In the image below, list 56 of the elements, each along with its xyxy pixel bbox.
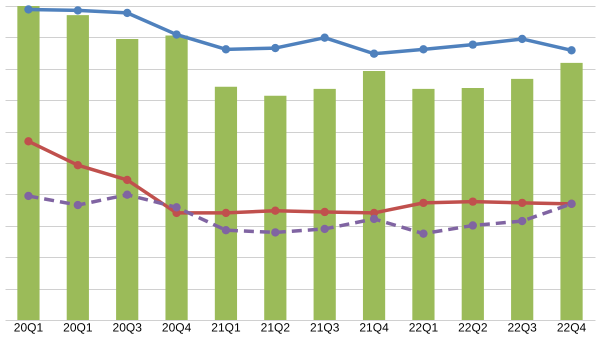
bar xyxy=(462,88,484,320)
bar xyxy=(165,36,188,320)
point xyxy=(222,226,230,234)
point xyxy=(74,6,82,15)
point xyxy=(419,45,428,54)
point xyxy=(74,161,82,170)
x-tick-label: 21Q1 xyxy=(211,320,241,334)
x-tick-label: 22Q2 xyxy=(458,320,488,334)
point xyxy=(468,197,477,206)
point xyxy=(320,224,329,234)
x-tick-label: 21Q2 xyxy=(260,320,290,334)
x-tick-label: 22Q3 xyxy=(507,320,538,334)
point xyxy=(320,208,329,216)
point xyxy=(123,176,132,184)
point xyxy=(370,50,378,58)
point xyxy=(24,192,33,200)
point xyxy=(468,221,477,230)
bar xyxy=(17,6,40,320)
point xyxy=(518,34,526,44)
point xyxy=(370,214,378,224)
x-tick-label: 22Q4 xyxy=(556,320,587,334)
x-tick-label: 21Q3 xyxy=(310,320,340,334)
point xyxy=(271,228,280,237)
bar xyxy=(116,38,138,320)
point xyxy=(271,206,280,215)
x-tick-label: 20Q1 xyxy=(63,320,93,334)
bar xyxy=(214,86,238,320)
point xyxy=(172,30,181,39)
point xyxy=(24,5,33,14)
point xyxy=(24,137,33,146)
bar xyxy=(264,96,286,320)
bar xyxy=(314,88,336,320)
bar xyxy=(560,62,583,320)
point xyxy=(123,8,132,18)
x-tick-label: 20Q1 xyxy=(14,320,44,334)
point xyxy=(419,229,428,238)
bar xyxy=(66,15,89,320)
x-tick-label: 20Q4 xyxy=(162,320,192,334)
point xyxy=(419,198,428,208)
point xyxy=(74,200,82,210)
point xyxy=(271,44,280,52)
x-tick-label: 20Q3 xyxy=(112,320,142,334)
bar xyxy=(362,71,386,320)
point xyxy=(172,203,181,212)
point xyxy=(468,40,477,49)
bar xyxy=(511,78,534,320)
x-tick-label: 21Q4 xyxy=(359,320,390,334)
point xyxy=(222,45,230,54)
point xyxy=(518,216,526,226)
point xyxy=(123,190,132,199)
x-tick-label: 22Q1 xyxy=(408,320,438,334)
point xyxy=(518,198,526,208)
point xyxy=(222,208,230,218)
point xyxy=(320,34,329,42)
bar xyxy=(412,88,435,320)
point xyxy=(567,46,576,54)
